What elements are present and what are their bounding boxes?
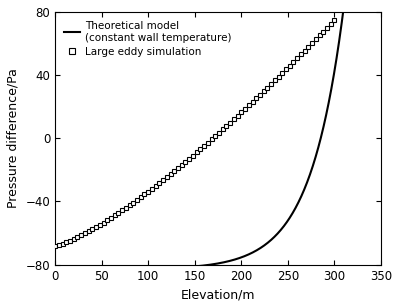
X-axis label: Elevation/m: Elevation/m — [181, 288, 255, 301]
Y-axis label: Pressure difference/Pa: Pressure difference/Pa — [7, 68, 20, 208]
Legend: Theoretical model
(constant wall temperature), Large eddy simulation: Theoretical model (constant wall tempera… — [60, 17, 236, 61]
